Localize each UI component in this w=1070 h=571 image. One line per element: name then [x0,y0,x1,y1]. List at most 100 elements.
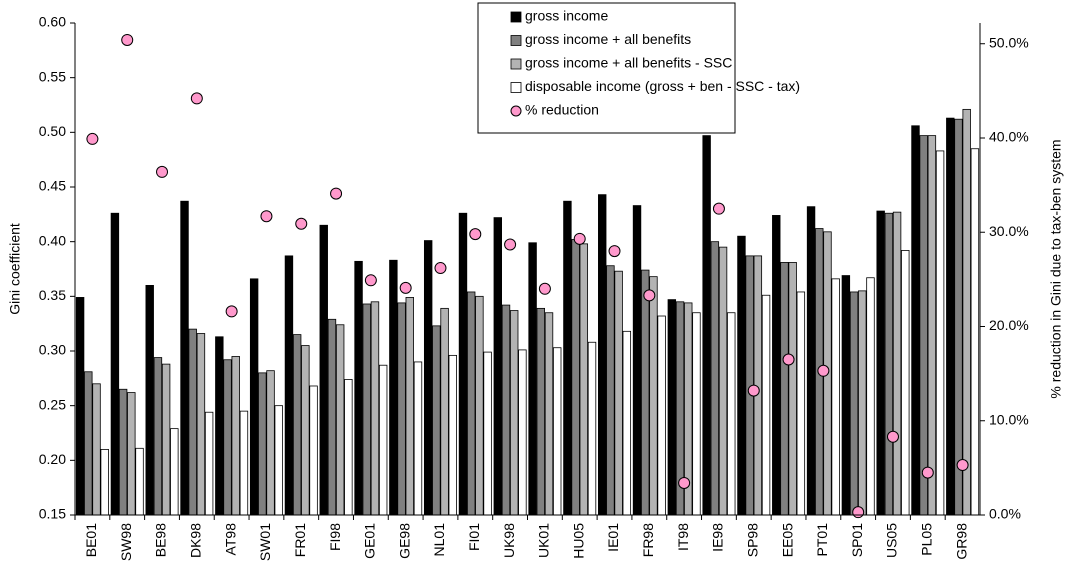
legend-swatch [510,58,522,70]
bar [632,205,642,516]
x-tick-label: AT98 [222,523,238,556]
y-tick-label: 0.60 [39,14,66,30]
bar [432,325,441,516]
bar [579,243,589,516]
point [678,476,691,489]
point [399,281,412,294]
x-tick-label: UK98 [501,523,517,558]
bar [901,250,910,516]
bar [370,301,380,516]
bar [866,277,875,516]
bar [161,363,171,516]
bar [231,356,240,516]
bar [858,290,867,516]
y2-tick-label: 10.0% [989,411,1029,427]
x-tick-label: BE01 [83,523,99,557]
legend-swatch [510,105,522,117]
x-tick-label: IE98 [710,523,726,552]
point [330,187,343,200]
bar [118,388,128,516]
y-tick-label: 0.20 [39,451,66,467]
bar [249,278,259,516]
bar [397,302,406,516]
bar [292,334,302,516]
point [156,165,169,178]
bar [274,405,283,516]
bar [772,215,781,516]
bar [389,259,398,516]
point [504,238,517,251]
x-tick-label: SP01 [849,523,865,557]
bar [884,212,894,516]
bar [563,200,572,516]
bar [239,410,249,516]
y-tick-label: 0.45 [39,178,66,194]
y2-tick-label: 0.0% [989,506,1021,522]
x-tick-label: IE01 [605,523,621,552]
bar [135,447,144,516]
bar [780,262,789,516]
point [86,132,99,145]
point [364,274,377,287]
point [852,506,865,519]
x-tick-label: SW98 [118,523,134,561]
y-tick-label: 0.15 [39,506,66,522]
bar [204,411,214,516]
bar [622,330,632,516]
bar [841,275,851,516]
bar [284,255,294,516]
point [260,210,273,223]
x-tick-label: EE05 [779,523,795,557]
bar [405,297,414,516]
y-tick-label: 0.30 [39,342,66,358]
x-tick-label: NL01 [431,523,447,557]
bar [301,345,310,516]
bar [413,361,423,516]
point [225,305,238,318]
bar [710,241,720,516]
bar [258,372,267,516]
bar [423,240,433,516]
bar [354,260,363,516]
x-tick-label: DK98 [188,523,204,558]
bar [553,347,562,516]
bar [614,270,623,516]
bar [831,278,840,516]
legend-swatch [510,82,522,93]
point [747,384,760,397]
bar [796,291,806,516]
x-tick-label: UK01 [536,523,552,558]
bar [970,148,980,516]
bar [962,108,971,516]
x-tick-label: IT98 [675,523,691,551]
bar [528,242,537,516]
point [573,232,586,245]
bar [448,354,457,516]
bar [100,448,109,516]
bar [667,299,677,516]
bar [466,291,476,516]
bar [110,212,120,516]
bar [223,359,232,516]
point [712,202,725,215]
x-tick-label: BE98 [153,523,169,557]
bar [598,194,607,516]
x-tick-label: HU05 [570,523,586,559]
bar [702,135,711,516]
bar [571,239,580,516]
bar [657,315,666,516]
bar [919,135,928,516]
x-tick-label: PL05 [918,523,934,556]
legend-swatch [510,11,522,23]
bar [145,284,154,516]
bar [892,211,902,516]
point [956,459,969,472]
bar [92,383,101,516]
y2-tick-label: 40.0% [989,129,1029,145]
bar [327,318,337,516]
y-tick-label: 0.25 [39,396,66,412]
bar [266,370,275,516]
bar [378,364,388,516]
y2-tick-label: 50.0% [989,34,1029,50]
